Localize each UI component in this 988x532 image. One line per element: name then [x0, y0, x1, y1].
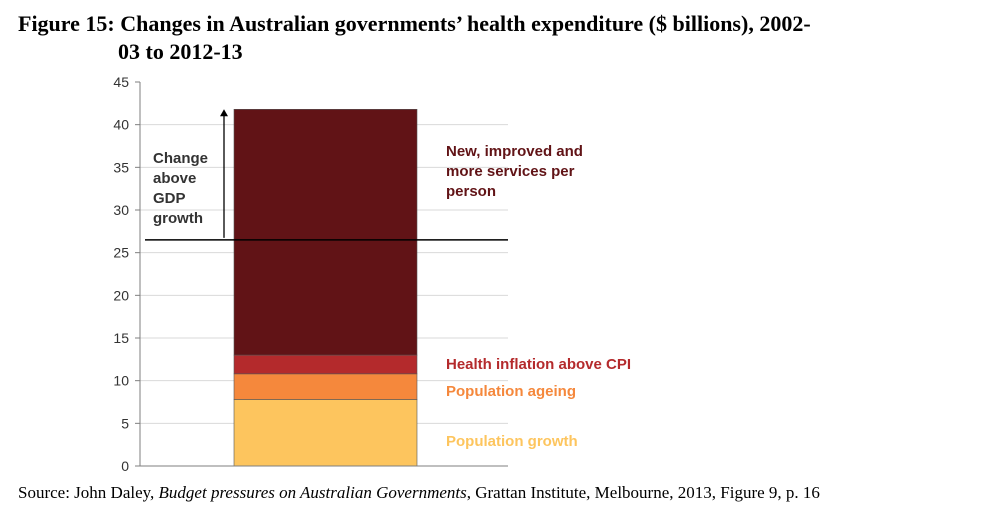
segment-label-line: Population growth — [446, 433, 578, 450]
bar-segment — [233, 354, 418, 375]
segment-label-line: New, improved and — [446, 143, 583, 160]
figure-title-line-2: 03 to 2012-13 — [118, 39, 243, 64]
source-suffix: , Grattan Institute, Melbourne, 2013, Fi… — [466, 483, 820, 502]
bar-segment — [233, 109, 418, 356]
source-publication-title: Budget pressures on Australian Governmen… — [158, 483, 467, 502]
annotation-arrow-head — [220, 109, 228, 117]
y-tick-label: 15 — [113, 330, 129, 346]
y-tick-label: 45 — [113, 74, 129, 90]
segment-label-line: Population ageing — [446, 383, 576, 400]
figure-title-line-1: Figure 15: Changes in Australian governm… — [18, 11, 811, 36]
segment-label-line: more services per — [446, 163, 575, 180]
annotation-text-line: Change — [153, 150, 208, 167]
y-tick-label: 5 — [121, 415, 129, 431]
bar-segment — [233, 399, 418, 467]
annotation-text-line: growth — [153, 210, 203, 227]
figure-title: Figure 15: Changes in Australian governm… — [18, 10, 958, 66]
segment-label-line: Health inflation above CPI — [446, 356, 631, 373]
source-prefix: Source: John Daley, — [18, 483, 159, 502]
y-tick-label: 35 — [113, 159, 129, 175]
y-tick-label: 0 — [121, 458, 129, 474]
bar-segment — [233, 373, 418, 400]
y-tick-label: 20 — [113, 287, 129, 303]
y-tick-label: 25 — [113, 245, 129, 261]
segment-label-line: person — [446, 183, 496, 200]
y-tick-label: 10 — [113, 373, 129, 389]
y-tick-label: 40 — [113, 117, 129, 133]
y-tick-label: 30 — [113, 202, 129, 218]
annotation-text-line: GDP — [153, 190, 186, 207]
source-note: Source: John Daley, Budget pressures on … — [18, 482, 978, 504]
annotation-text-line: above — [153, 170, 196, 187]
